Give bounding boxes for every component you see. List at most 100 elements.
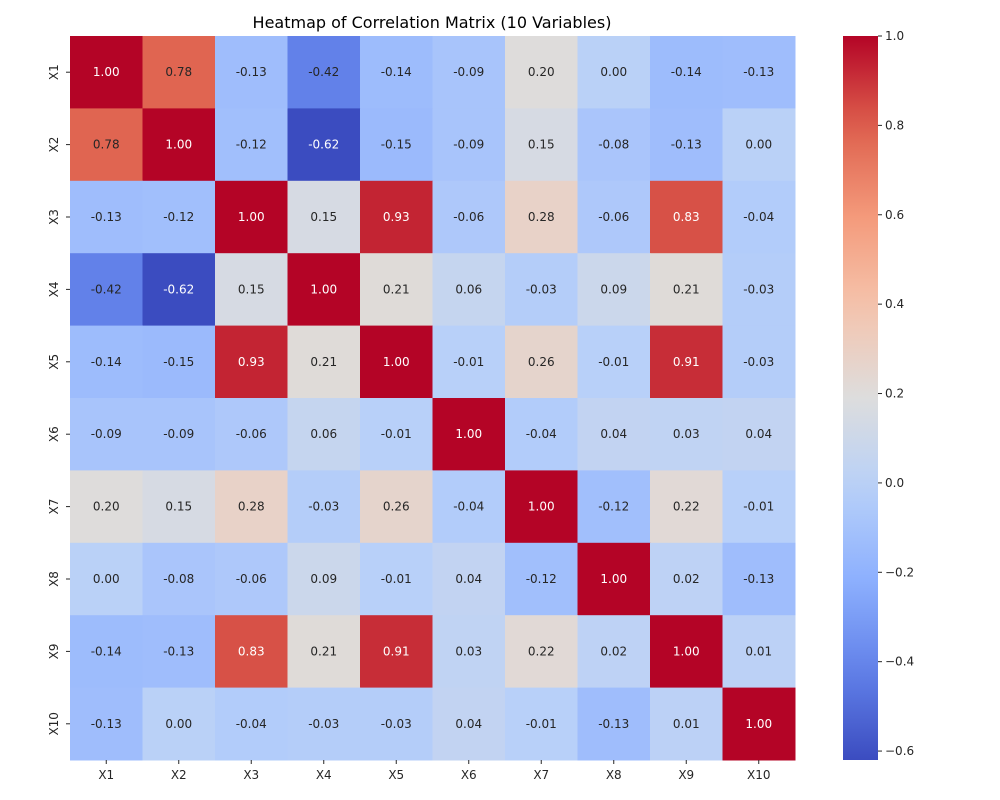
heatmap-cell-X2-X1 <box>70 108 143 182</box>
heatmap-cell-X8-X3 <box>215 542 288 616</box>
cell-value-label: 0.00 <box>745 138 772 152</box>
cell-value-label: -0.03 <box>308 717 339 731</box>
x-tick-label: X7 <box>533 768 549 782</box>
heatmap-cell-X8-X9 <box>650 542 723 616</box>
cell-value-label: -0.01 <box>453 355 484 369</box>
heatmap-cell-X4-X5 <box>360 253 433 327</box>
colorbar-gradient <box>843 36 878 760</box>
heatmap-cell-X3-X1 <box>70 180 143 254</box>
cell-value-label: 1.00 <box>238 210 265 224</box>
cell-value-label: -0.14 <box>91 355 122 369</box>
heatmap-cell-X8-X4 <box>287 542 361 616</box>
cell-value-label: -0.13 <box>743 65 774 79</box>
cell-value-label: -0.14 <box>671 65 702 79</box>
y-tick-label: X7 <box>47 499 61 515</box>
heatmap-cell-X4-X4 <box>287 253 361 327</box>
x-axis-ticks: X1 X2 X3 X4 X5 X6 X7 X8 X9 X10 <box>98 760 771 782</box>
x-tick-label: X4 <box>316 768 332 782</box>
heatmap-cell-X10-X7 <box>505 687 578 761</box>
heatmap-cell-X3-X7 <box>505 180 578 254</box>
cell-value-label: 0.02 <box>600 644 627 658</box>
heatmap-cell-X4-X9 <box>650 253 723 327</box>
heatmap-cell-X3-X5 <box>360 180 433 254</box>
cell-value-label: 0.06 <box>310 427 337 441</box>
cell-value-label: -0.13 <box>91 717 122 731</box>
heatmap-cell-X1-X4 <box>287 36 361 109</box>
cell-value-label: -0.14 <box>91 644 122 658</box>
heatmap-cell-X10-X8 <box>577 687 651 761</box>
cell-value-label: 0.04 <box>455 717 482 731</box>
colorbar-tick-label: 0.4 <box>885 297 904 311</box>
heatmap-cell-X7-X7 <box>505 470 578 544</box>
heatmap-cell-X5-X1 <box>70 325 143 399</box>
cell-value-label: 0.04 <box>745 427 772 441</box>
cell-value-label: 0.02 <box>673 572 700 586</box>
cell-value-label: 0.78 <box>165 65 192 79</box>
y-tick-label: X9 <box>47 643 61 659</box>
y-tick-label: X2 <box>47 137 61 153</box>
cell-value-label: 0.91 <box>383 644 410 658</box>
cell-value-label: -0.03 <box>526 282 557 296</box>
heatmap-cell-X4-X3 <box>215 253 288 327</box>
heatmap-cell-X1-X5 <box>360 36 433 109</box>
heatmap-cell-X7-X10 <box>722 470 796 544</box>
heatmap-cell-X6-X5 <box>360 398 433 471</box>
cell-value-label: -0.15 <box>381 138 412 152</box>
cell-value-label: 0.21 <box>673 282 700 296</box>
cell-value-label: -0.03 <box>743 355 774 369</box>
x-tick-label: X8 <box>606 768 622 782</box>
cell-value-label: -0.03 <box>743 282 774 296</box>
chart-title: Heatmap of Correlation Matrix (10 Variab… <box>253 13 612 32</box>
cell-value-label: 0.04 <box>455 572 482 586</box>
heatmap-cell-X4-X10 <box>722 253 796 327</box>
x-tick-label: X6 <box>461 768 477 782</box>
y-tick-label: X6 <box>47 426 61 442</box>
cell-value-label: 1.00 <box>600 572 627 586</box>
cell-value-label: -0.14 <box>381 65 412 79</box>
cell-value-label: 0.22 <box>528 644 555 658</box>
heatmap-cell-X10-X6 <box>432 687 506 761</box>
cell-value-label: 0.28 <box>238 500 265 514</box>
heatmap-cell-X3-X4 <box>287 180 361 254</box>
colorbar-ticks: −0.6 −0.4 −0.2 0.0 0.2 0.4 0.6 0.8 1.0 <box>878 29 914 758</box>
heatmap-cell-X9-X5 <box>360 615 433 689</box>
cell-value-label: 0.00 <box>93 572 120 586</box>
heatmap-cell-X9-X1 <box>70 615 143 689</box>
heatmap-cell-X6-X2 <box>142 398 216 471</box>
cell-value-label: -0.08 <box>598 138 629 152</box>
colorbar-tick-label: 0.0 <box>885 476 904 490</box>
cell-value-label: 1.00 <box>310 282 337 296</box>
y-tick-label: X5 <box>47 354 61 370</box>
cell-value-label: -0.09 <box>91 427 122 441</box>
cell-value-label: -0.06 <box>598 210 629 224</box>
cell-value-label: -0.04 <box>743 210 774 224</box>
y-tick-label: X8 <box>47 571 61 587</box>
heatmap-cell-X2-X4 <box>287 108 361 182</box>
heatmap-cell-X7-X2 <box>142 470 216 544</box>
cell-value-label: -0.13 <box>598 717 629 731</box>
cell-value-label: -0.15 <box>163 355 194 369</box>
heatmap-cell-X2-X7 <box>505 108 578 182</box>
heatmap-cell-X6-X8 <box>577 398 651 471</box>
cell-value-label: -0.12 <box>598 500 629 514</box>
colorbar-tick-label: 0.6 <box>885 208 904 222</box>
cell-value-label: 0.15 <box>528 138 555 152</box>
cell-value-label: -0.13 <box>743 572 774 586</box>
heatmap-cell-X2-X6 <box>432 108 506 182</box>
cell-value-label: 1.00 <box>93 65 120 79</box>
cell-value-label: 0.26 <box>383 500 410 514</box>
cell-value-label: -0.01 <box>526 717 557 731</box>
cell-value-label: -0.01 <box>598 355 629 369</box>
heatmap-cell-X10-X1 <box>70 687 143 761</box>
cell-value-label: -0.12 <box>526 572 557 586</box>
cell-value-label: 0.00 <box>165 717 192 731</box>
heatmap-cell-X5-X6 <box>432 325 506 399</box>
cell-value-label: 0.03 <box>673 427 700 441</box>
heatmap-cell-X9-X2 <box>142 615 216 689</box>
heatmap-cell-X1-X8 <box>577 36 651 109</box>
cell-value-label: 0.21 <box>310 644 337 658</box>
heatmap-cell-X9-X4 <box>287 615 361 689</box>
heatmap-cell-X4-X8 <box>577 253 651 327</box>
cell-value-label: 1.00 <box>528 500 555 514</box>
cell-value-label: 0.20 <box>93 500 120 514</box>
